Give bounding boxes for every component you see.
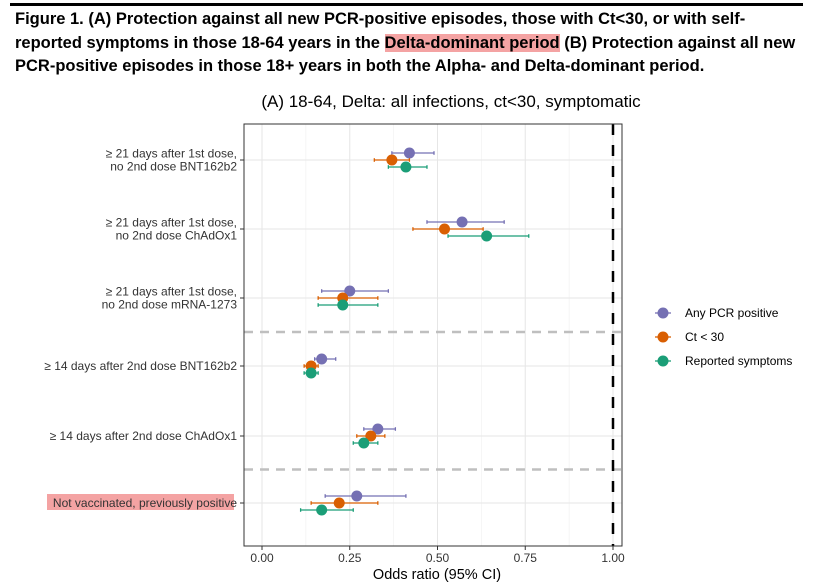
y-tick-label: ≥ 14 days after 2nd dose ChAdOx1 [50, 429, 238, 443]
x-tick-label: 0.75 [514, 551, 538, 565]
data-point [403, 147, 415, 159]
y-tick-label: Not vaccinated, previously positive [53, 496, 237, 510]
y-tick-label: ≥ 21 days after 1st dose, [106, 216, 237, 230]
x-tick-label: 0.50 [426, 551, 450, 565]
plot-title: (A) 18-64, Delta: all infections, ct<30,… [261, 92, 641, 111]
legend-key-point [657, 355, 669, 367]
data-point [365, 430, 377, 442]
legend-label: Any PCR positive [685, 306, 779, 320]
y-label-highlight [47, 494, 234, 510]
panel-background [244, 124, 622, 546]
x-tick-label: 0.00 [250, 551, 274, 565]
legend-key-point [657, 331, 669, 343]
x-tick-label: 0.25 [338, 551, 362, 565]
data-point [316, 353, 328, 365]
x-axis-title: Odds ratio (95% CI) [373, 567, 501, 583]
legend-label: Reported symptoms [685, 354, 792, 368]
y-tick-label: ≥ 21 days after 1st dose, [106, 285, 237, 299]
data-point [358, 437, 370, 449]
legend-key-point [657, 307, 669, 319]
caption-text-2: (B) Protection against all new PCR-posit… [15, 33, 796, 76]
data-point [400, 161, 412, 173]
y-tick-label: ≥ 21 days after 1st dose, [106, 147, 237, 161]
data-point [351, 490, 363, 502]
data-point [333, 497, 345, 509]
data-point [316, 504, 328, 516]
y-tick-label: ≥ 14 days after 2nd dose BNT162b2 [44, 359, 237, 373]
caption-highlight: Delta-dominant period [384, 33, 560, 52]
data-point [372, 423, 384, 435]
legend-label: Ct < 30 [685, 330, 724, 344]
data-point [439, 223, 451, 235]
plot-area: 0.00 0.25 0.50 0.75 1.00 ≥ 21 days after 1st … [44, 123, 625, 565]
data-point [456, 216, 468, 228]
top-rule [10, 3, 803, 6]
data-point [344, 285, 356, 297]
caption-text-1: Figure 1. (A) Protection against all new… [15, 10, 746, 52]
data-point [305, 367, 317, 379]
data-point [386, 154, 398, 166]
y-tick-label: no 2nd dose BNT162b2 [110, 160, 237, 174]
panel-border [243, 123, 623, 547]
y-tick-label: no 2nd dose mRNA-1273 [102, 298, 238, 312]
data-point [481, 230, 493, 242]
legend: Any PCR positive Ct < 30 Reported symptoms [655, 306, 792, 368]
x-tick-label: 1.00 [601, 551, 625, 565]
y-tick-label: no 2nd dose ChAdOx1 [116, 229, 238, 243]
data-point [337, 299, 349, 311]
figure-caption: Figure 1. (A) Protection against all new… [15, 8, 805, 79]
